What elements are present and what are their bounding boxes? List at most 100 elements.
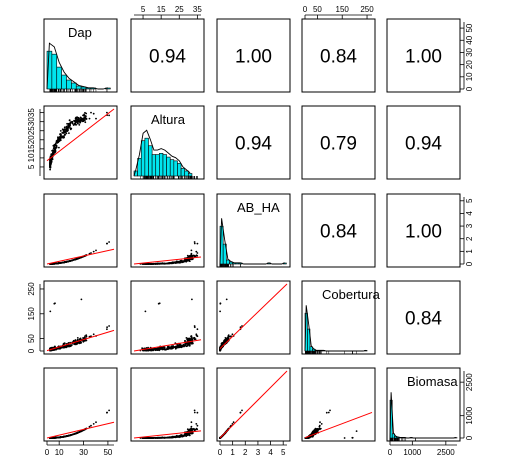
diagonal-label-dap: Dap xyxy=(68,25,92,40)
scatter-point xyxy=(156,347,159,350)
panel-dap-cobertura-frame xyxy=(301,18,376,93)
scatter-point xyxy=(76,337,79,339)
scatter-point xyxy=(188,434,191,437)
scatter-point xyxy=(190,255,193,258)
scatter-point xyxy=(92,250,95,253)
scatter-point xyxy=(59,347,62,350)
tick-label: 5 xyxy=(141,5,146,14)
scatter-point xyxy=(57,436,59,439)
scatter-point xyxy=(67,344,70,347)
scatter-point xyxy=(160,262,163,265)
scatter-point xyxy=(52,147,55,150)
scatter-point xyxy=(69,121,72,123)
panel-cobertura-dap-frame xyxy=(43,280,118,355)
scatter-point xyxy=(169,262,172,264)
scatter-point xyxy=(189,343,191,346)
scatter-point xyxy=(184,340,186,343)
histogram-bar xyxy=(169,159,175,177)
scatter-point xyxy=(64,126,66,129)
scatter-point xyxy=(231,333,234,336)
scatter-point xyxy=(147,437,149,439)
panel-dap-biomasa-frame xyxy=(386,18,461,93)
panel-dap-ab-ha-frame xyxy=(216,18,291,93)
diagonal-label-ab-ha: AB_HA xyxy=(237,200,280,215)
panel-ab-ha-ab-ha-frame xyxy=(216,193,291,268)
scatter-point xyxy=(77,116,80,119)
scatter-point xyxy=(106,111,108,114)
scatter-point xyxy=(231,423,234,425)
scatter-point xyxy=(239,411,242,414)
scatter-point xyxy=(190,432,193,435)
scatter-point xyxy=(68,122,71,125)
scatter-point xyxy=(189,432,191,435)
histogram-bar xyxy=(188,173,193,177)
panel-cobertura-cobertura-frame xyxy=(301,280,376,355)
scatter-point xyxy=(186,254,189,257)
scatter-point xyxy=(196,424,199,427)
scatter-point xyxy=(178,344,181,347)
scatter-point xyxy=(69,127,72,130)
scatter-point xyxy=(64,435,67,438)
scatter-point xyxy=(108,409,110,412)
tick-label: 2 xyxy=(243,448,248,457)
scatter-point xyxy=(183,434,186,437)
histogram-bar xyxy=(166,156,171,177)
fit-line xyxy=(46,421,115,439)
correlation-value: 1.00 xyxy=(405,47,442,68)
tick-label: 35 xyxy=(27,108,36,117)
scatter-point xyxy=(164,436,167,439)
scatter-point xyxy=(164,348,167,351)
scatter-point xyxy=(219,302,222,305)
histogram-bar xyxy=(61,74,67,90)
scatter-point xyxy=(56,142,59,144)
panel-altura-altura-frame xyxy=(130,105,205,180)
scatter-point xyxy=(227,334,230,337)
correlation-value: 0.94 xyxy=(235,134,272,155)
tick-label: 20 xyxy=(465,60,474,69)
scatter-point xyxy=(227,336,229,339)
histogram-bar xyxy=(71,82,77,90)
scatter-point xyxy=(149,437,152,439)
scatter-point xyxy=(108,114,110,117)
scatter-point xyxy=(318,425,321,428)
scatter-point xyxy=(62,436,64,438)
correlation-value: 0.84 xyxy=(320,222,357,243)
scatter-point xyxy=(195,254,198,257)
panel-cobertura-altura-frame xyxy=(130,280,205,355)
scatter-point xyxy=(145,263,148,265)
scatter-point xyxy=(166,262,169,265)
histogram-bar xyxy=(151,154,157,177)
scatter-point xyxy=(190,421,193,424)
scatter-point xyxy=(83,336,86,339)
scatter-point xyxy=(175,347,177,350)
scatter-point xyxy=(76,338,79,341)
panel-dap-altura-frame xyxy=(130,18,205,93)
scatter-point xyxy=(51,149,53,152)
tick-label: 0 xyxy=(465,261,474,266)
scatter-point xyxy=(219,310,222,313)
scatter-point xyxy=(84,117,87,120)
scatter-point xyxy=(241,409,243,412)
scatter-point xyxy=(176,346,179,349)
tick-label: 25 xyxy=(27,126,36,135)
correlation-value: 0.84 xyxy=(320,47,357,68)
tick-label: 150 xyxy=(336,5,350,14)
scatter-point xyxy=(69,434,72,437)
scatter-point xyxy=(49,166,51,169)
scatter-point xyxy=(196,328,199,331)
scatter-point xyxy=(169,436,172,439)
scatter-point xyxy=(191,336,193,339)
scatter-point xyxy=(71,120,74,123)
scatter-point xyxy=(162,262,165,265)
scatter-point xyxy=(85,115,87,118)
scatter-point xyxy=(71,122,74,125)
density-curve xyxy=(304,305,366,352)
tick-label: 10 xyxy=(465,72,474,81)
scatter-point xyxy=(187,344,189,347)
scatter-point xyxy=(106,328,108,331)
scatter-point xyxy=(59,133,62,135)
scatter-point xyxy=(75,121,78,123)
scatter-point xyxy=(190,429,193,432)
scatter-point xyxy=(157,262,160,265)
